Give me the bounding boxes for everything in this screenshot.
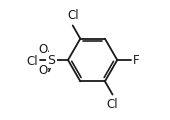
Text: Cl: Cl xyxy=(26,55,38,68)
Text: S: S xyxy=(48,54,56,66)
Text: O: O xyxy=(38,43,47,56)
Text: Cl: Cl xyxy=(107,98,118,111)
Text: O: O xyxy=(38,64,47,77)
Text: F: F xyxy=(133,54,140,66)
Text: Cl: Cl xyxy=(67,9,79,22)
